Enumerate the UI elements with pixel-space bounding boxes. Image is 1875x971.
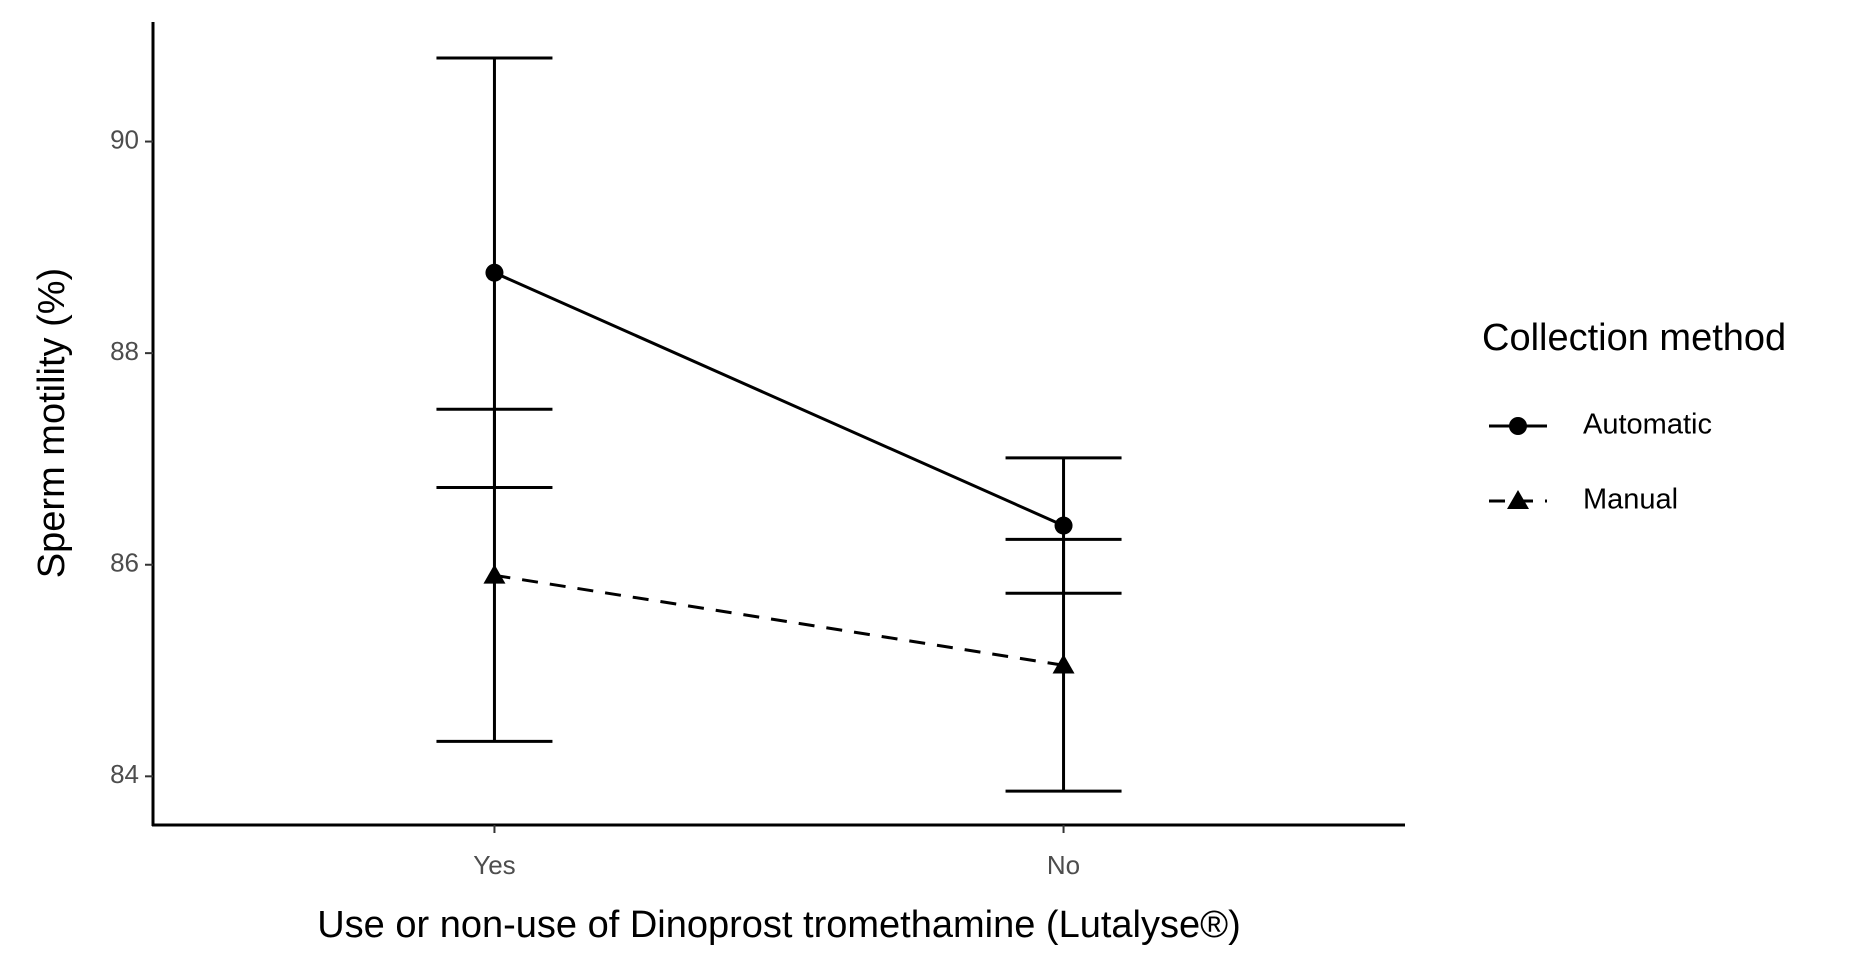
series-line bbox=[494, 573, 1064, 667]
y-tick-label: 86 bbox=[110, 548, 139, 578]
legend-marker bbox=[1507, 490, 1529, 509]
legend-key bbox=[1489, 490, 1547, 509]
y-tick-label: 88 bbox=[110, 336, 139, 366]
point bbox=[483, 564, 506, 584]
y-axis-title: Sperm motility (%) bbox=[31, 268, 73, 578]
point bbox=[485, 263, 504, 282]
series-line bbox=[493, 271, 1065, 527]
legend-label: Automatic bbox=[1583, 409, 1712, 441]
legend-marker bbox=[1509, 417, 1527, 435]
point bbox=[1052, 654, 1075, 674]
legend-label: Manual bbox=[1583, 484, 1678, 516]
legend-title: Collection method bbox=[1482, 317, 1786, 359]
y-tick-label: 84 bbox=[110, 759, 139, 789]
y-tick-label: 90 bbox=[110, 124, 139, 154]
x-tick-label: Yes bbox=[473, 850, 515, 880]
x-axis-title: Use or non-use of Dinoprost tromethamine… bbox=[317, 904, 1241, 946]
point bbox=[1054, 516, 1073, 535]
x-tick-label: No bbox=[1047, 850, 1080, 880]
legend-key bbox=[1489, 417, 1547, 435]
